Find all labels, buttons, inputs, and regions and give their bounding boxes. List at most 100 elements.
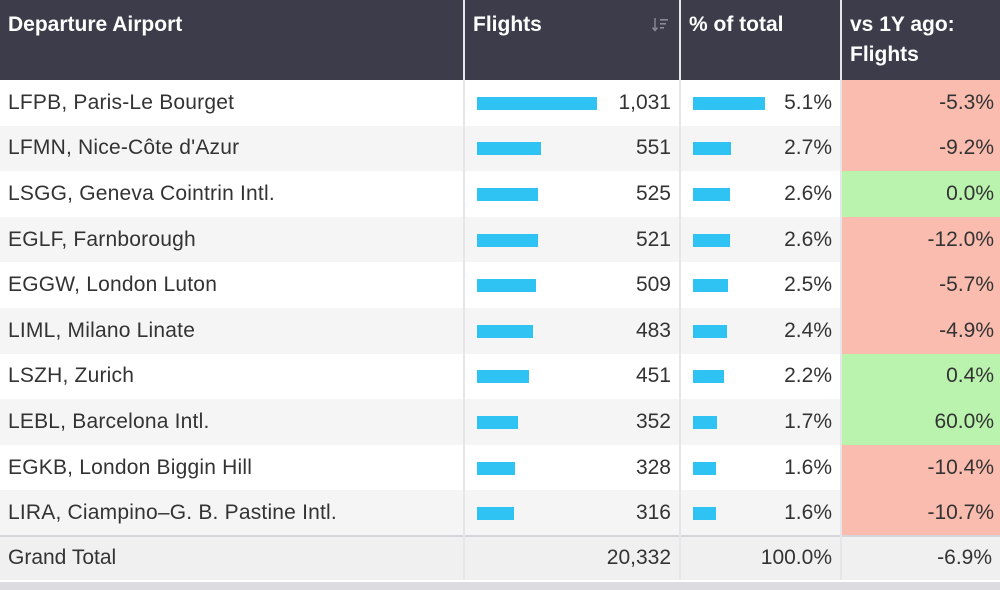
airport-name-cell: LFPB, Paris-Le Bourget (0, 80, 465, 126)
pct-cell: 1.6% (680, 490, 842, 536)
flights-bar (477, 279, 536, 293)
pct-bar (693, 142, 731, 156)
column-header-vs1y[interactable]: vs 1Y ago: Flights (841, 0, 1000, 80)
flights-bar (477, 506, 514, 520)
pct-bar (693, 506, 716, 520)
airport-name-cell: LSZH, Zurich (0, 353, 465, 400)
vs1y-cell: 60.0% (841, 399, 1000, 445)
flights-cell: 328 (464, 444, 681, 491)
grand-total-flights: 20,332 (464, 534, 681, 580)
flights-bar (477, 142, 541, 156)
sort-descending-icon[interactable] (651, 12, 669, 32)
pct-cell: 2.6% (680, 171, 842, 217)
pct-bar (693, 461, 716, 475)
flights-cell: 451 (464, 353, 681, 400)
column-header-pct-label: % of total (689, 13, 784, 36)
pct-cell: 2.2% (680, 353, 842, 400)
flights-value: 509 (635, 273, 671, 297)
grand-total-label: Grand Total (0, 534, 465, 580)
table-row[interactable]: LFMN, Nice-Côte d'Azur 551 2.7% -9.2% (0, 125, 1000, 172)
horizontal-scrollbar[interactable] (0, 582, 1000, 590)
flights-bar (477, 96, 597, 110)
pct-cell: 2.4% (680, 307, 842, 354)
flights-cell: 483 (464, 307, 681, 354)
pct-cell: 1.7% (680, 399, 842, 445)
table-row[interactable]: EGGW, London Luton 509 2.5% -5.7% (0, 262, 1000, 308)
airport-name-cell: EGLF, Farnborough (0, 216, 465, 263)
flights-bar (477, 324, 533, 338)
table-row[interactable]: LEBL, Barcelona Intl. 352 1.7% 60.0% (0, 399, 1000, 445)
pct-value: 2.4% (784, 318, 832, 342)
pct-value: 2.5% (784, 273, 832, 297)
flights-value: 483 (635, 318, 671, 342)
column-header-flights-label: Flights (473, 13, 542, 36)
vs1y-cell: -12.0% (841, 216, 1000, 263)
airport-name-cell: LSGG, Geneva Cointrin Intl. (0, 171, 465, 217)
flights-cell: 1,031 (464, 80, 681, 126)
pct-value: 2.7% (784, 136, 832, 160)
pct-bar (693, 96, 765, 110)
flights-bar (477, 370, 529, 384)
flights-cell: 316 (464, 490, 681, 536)
pct-value: 1.7% (784, 409, 832, 433)
pct-bar (693, 233, 730, 247)
table-row[interactable]: LIRA, Ciampino–G. B. Pastine Intl. 316 1.6… (0, 490, 1000, 536)
vs1y-cell: -5.7% (841, 262, 1000, 308)
pct-cell: 2.7% (680, 125, 842, 172)
grand-total-row: Grand Total 20,332 100.0% -6.9% (0, 534, 1000, 580)
flights-value: 328 (635, 455, 671, 479)
flights-value: 451 (635, 364, 671, 388)
flights-cell: 352 (464, 399, 681, 445)
pct-bar (693, 415, 717, 429)
column-header-flights[interactable]: Flights (464, 0, 681, 80)
vs1y-cell: -10.7% (841, 490, 1000, 536)
flights-bar (477, 233, 538, 247)
flights-cell: 521 (464, 216, 681, 263)
flights-cell: 551 (464, 125, 681, 172)
flights-value: 521 (635, 227, 671, 251)
table-body: LFPB, Paris-Le Bourget 1,031 5.1% -5.3% LFMN… (0, 80, 1000, 536)
airport-name-cell: EGGW, London Luton (0, 262, 465, 308)
pct-bar (693, 187, 730, 201)
pct-cell: 2.5% (680, 262, 842, 308)
pct-bar (693, 370, 724, 384)
vs1y-cell: 0.4% (841, 353, 1000, 400)
flights-value: 1,031 (618, 90, 671, 114)
column-header-vs1y-label: vs 1Y ago: Flights (850, 13, 955, 66)
vs1y-cell: -4.9% (841, 307, 1000, 354)
airport-name-cell: EGKB, London Biggin Hill (0, 444, 465, 491)
table-row[interactable]: LIML, Milano Linate 483 2.4% -4.9% (0, 307, 1000, 354)
pct-cell: 2.6% (680, 216, 842, 263)
table-row[interactable]: LSGG, Geneva Cointrin Intl. 525 2.6% 0.0% (0, 171, 1000, 217)
table-row[interactable]: EGKB, London Biggin Hill 328 1.6% -10.4% (0, 444, 1000, 491)
flights-value: 316 (635, 500, 671, 524)
pct-value: 5.1% (784, 90, 832, 114)
grand-total-pct: 100.0% (680, 534, 842, 580)
airport-name-cell: LIML, Milano Linate (0, 307, 465, 354)
column-header-pct[interactable]: % of total (680, 0, 842, 80)
flights-value: 551 (635, 136, 671, 160)
flights-bar (477, 187, 538, 201)
vs1y-cell: -9.2% (841, 125, 1000, 172)
vs1y-cell: -5.3% (841, 80, 1000, 126)
pct-value: 2.2% (784, 364, 832, 388)
column-header-airport[interactable]: Departure Airport (0, 0, 465, 80)
airport-name-cell: LIRA, Ciampino–G. B. Pastine Intl. (0, 490, 465, 536)
table-row[interactable]: LFPB, Paris-Le Bourget 1,031 5.1% -5.3% (0, 80, 1000, 126)
column-header-airport-label: Departure Airport (8, 13, 183, 36)
vs1y-cell: -10.4% (841, 444, 1000, 491)
flights-cell: 509 (464, 262, 681, 308)
table-row[interactable]: EGLF, Farnborough 521 2.6% -12.0% (0, 216, 1000, 263)
airport-name-cell: LFMN, Nice-Côte d'Azur (0, 125, 465, 172)
flights-value: 525 (635, 181, 671, 205)
flights-bar (477, 415, 518, 429)
flights-cell: 525 (464, 171, 681, 217)
airport-name-cell: LEBL, Barcelona Intl. (0, 399, 465, 445)
pct-bar (693, 279, 728, 293)
pct-cell: 1.6% (680, 444, 842, 491)
vs1y-cell: 0.0% (841, 171, 1000, 217)
table-row[interactable]: LSZH, Zurich 451 2.2% 0.4% (0, 353, 1000, 400)
flights-bar (477, 461, 515, 475)
pct-value: 2.6% (784, 181, 832, 205)
